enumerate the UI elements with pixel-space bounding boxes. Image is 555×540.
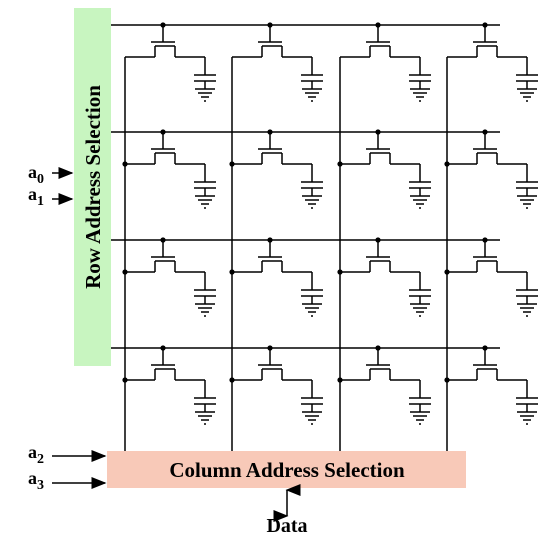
bitline-junction-dot: [122, 269, 128, 275]
bitline-junction-dot: [337, 161, 343, 167]
bitline-junction-dot: [229, 161, 235, 167]
data-label: Data: [266, 515, 307, 537]
bitline-junction-dot: [444, 161, 450, 167]
address-input-a0: a0: [28, 162, 74, 187]
column-address-selection-box: [107, 451, 466, 488]
bitline-junction-dot: [337, 377, 343, 383]
bitline-junction-dot: [229, 377, 235, 383]
memory-cell-grid: [111, 22, 538, 451]
address-input-a1: a1: [28, 184, 74, 209]
bitline-junction-dot: [337, 269, 343, 275]
bitline-junction-dot: [122, 161, 128, 167]
row-address-selection-label: Row Address Selection: [81, 85, 105, 289]
bitline-junction-dot: [229, 269, 235, 275]
svg-text:a0: a0: [28, 162, 44, 187]
column-address-selection-label: Column Address Selection: [169, 458, 405, 482]
svg-text:a2: a2: [28, 442, 44, 467]
bitline-junction-dot: [122, 377, 128, 383]
bitline-junction-dot: [444, 269, 450, 275]
address-input-a2: a2: [28, 442, 107, 467]
svg-text:a1: a1: [28, 184, 44, 209]
address-input-a3: a3: [28, 468, 107, 493]
row-address-selection-box: [74, 8, 111, 366]
bitline-junction-dot: [444, 377, 450, 383]
svg-text:a3: a3: [28, 468, 44, 493]
